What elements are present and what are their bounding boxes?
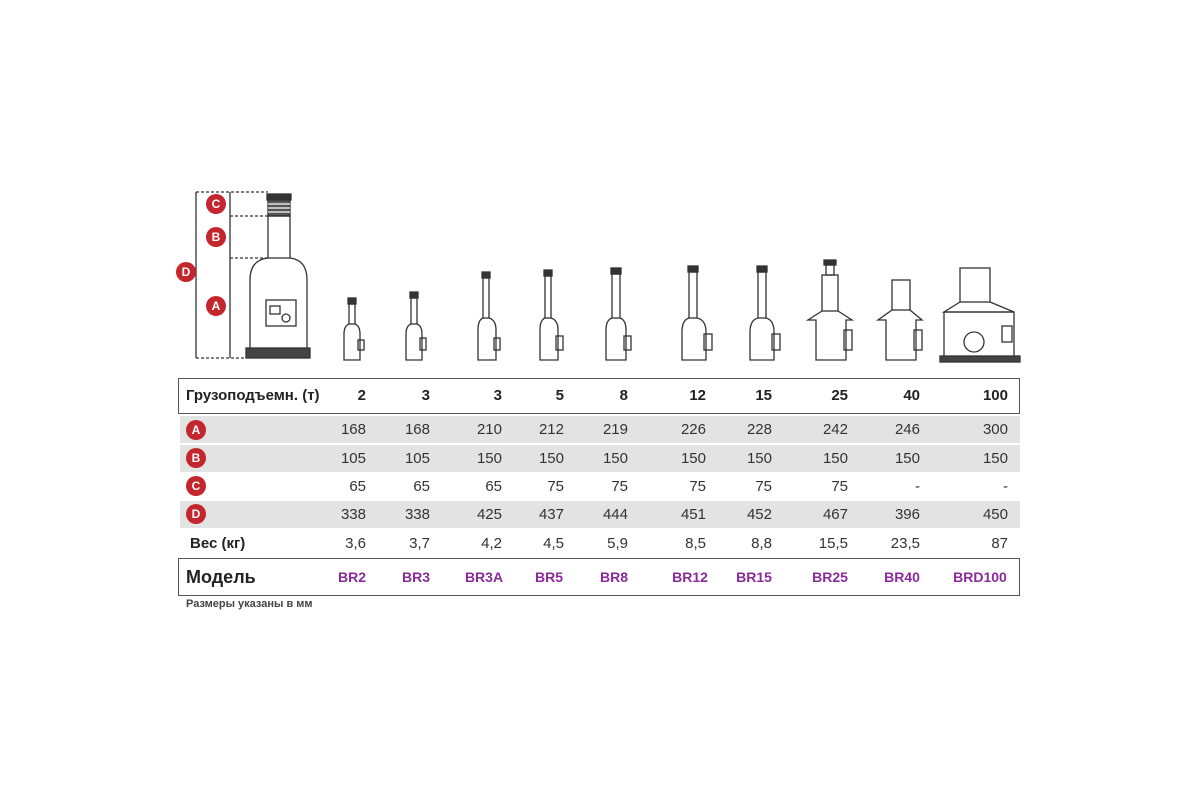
table-cell: 105 xyxy=(340,450,366,467)
jack-br40-drawing xyxy=(875,279,924,361)
model-row-box xyxy=(178,558,1020,596)
dimension-badge-d: D xyxy=(176,262,196,282)
table-cell: 75 xyxy=(547,478,564,495)
table-cell: 65 xyxy=(485,478,502,495)
table-cell: 242 xyxy=(822,421,848,438)
table-cell: 450 xyxy=(982,506,1008,523)
table-cell: 75 xyxy=(755,478,772,495)
dimension-badge-c: C xyxy=(206,194,226,214)
weight-cell: 8,5 xyxy=(685,535,706,552)
row-d-shade xyxy=(180,501,1020,528)
table-cell: 75 xyxy=(611,478,628,495)
weight-cell: 5,9 xyxy=(607,535,628,552)
capacity-value: 40 xyxy=(903,387,920,404)
model-name: BR15 xyxy=(736,569,772,585)
table-cell: 168 xyxy=(340,421,366,438)
row-a-shade xyxy=(180,416,1020,443)
table-cell: 150 xyxy=(746,450,772,467)
weight-cell: 8,8 xyxy=(751,535,772,552)
jack-br12-drawing xyxy=(681,265,713,361)
model-name: BR5 xyxy=(534,569,563,585)
dimension-badge-a: A xyxy=(206,296,226,316)
units-note: Размеры указаны в мм xyxy=(186,598,313,610)
capacity-header-box xyxy=(178,378,1020,414)
jack-brd100-drawing xyxy=(939,267,1021,363)
table-cell: 437 xyxy=(538,506,564,523)
model-name: BR2 xyxy=(337,569,366,585)
row-b-shade xyxy=(180,445,1020,472)
model-name: BR25 xyxy=(812,569,848,585)
capacity-value: 15 xyxy=(755,387,772,404)
table-cell: 75 xyxy=(689,478,706,495)
weight-cell: 23,5 xyxy=(890,535,920,552)
model-name: BR3A xyxy=(464,569,504,585)
table-cell: 150 xyxy=(894,450,920,467)
weight-cell: 3,7 xyxy=(409,535,430,552)
table-cell: - xyxy=(1003,478,1008,495)
jack-br3a-drawing xyxy=(477,271,501,361)
table-cell: 150 xyxy=(822,450,848,467)
capacity-value: 12 xyxy=(689,387,706,404)
table-cell: 452 xyxy=(746,506,772,523)
table-cell: 150 xyxy=(602,450,628,467)
table-cell: 396 xyxy=(894,506,920,523)
capacity-label: Грузоподъемн. (т) xyxy=(186,387,320,404)
table-cell: 150 xyxy=(476,450,502,467)
table-cell: 150 xyxy=(680,450,706,467)
table-cell: 338 xyxy=(340,506,366,523)
capacity-value: 100 xyxy=(982,387,1008,404)
table-cell: 300 xyxy=(982,421,1008,438)
capacity-value: 3 xyxy=(493,387,502,404)
table-cell: 226 xyxy=(680,421,706,438)
jack-br15-drawing xyxy=(749,265,781,361)
table-cell: 451 xyxy=(680,506,706,523)
table-cell: 75 xyxy=(831,478,848,495)
table-cell: 168 xyxy=(404,421,430,438)
table-cell: 212 xyxy=(538,421,564,438)
capacity-value: 2 xyxy=(357,387,366,404)
jack-br8-drawing xyxy=(605,267,632,361)
weight-cell: 3,6 xyxy=(345,535,366,552)
model-label: Модель xyxy=(186,567,256,587)
table-cell: 228 xyxy=(746,421,772,438)
table-cell: 65 xyxy=(349,478,366,495)
model-name: BR3 xyxy=(401,569,430,585)
table-cell: 105 xyxy=(404,450,430,467)
weight-cell: 15,5 xyxy=(818,535,848,552)
main-jack-drawing xyxy=(195,191,311,359)
model-name: BR40 xyxy=(884,569,920,585)
table-cell: 150 xyxy=(982,450,1008,467)
jack-br25-drawing xyxy=(805,259,855,361)
table-cell: 425 xyxy=(476,506,502,523)
table-cell: 210 xyxy=(476,421,502,438)
jack-br5-drawing xyxy=(539,269,564,361)
capacity-value: 3 xyxy=(421,387,430,404)
table-cell: - xyxy=(915,478,920,495)
model-name: BR12 xyxy=(672,569,708,585)
table-cell: 65 xyxy=(413,478,430,495)
table-cell: 246 xyxy=(894,421,920,438)
jack-br3-drawing xyxy=(405,291,427,361)
table-cell: 338 xyxy=(404,506,430,523)
model-name: BRD100 xyxy=(953,569,1007,585)
capacity-value: 25 xyxy=(831,387,848,404)
table-cell: 219 xyxy=(602,421,628,438)
model-name: BR8 xyxy=(599,569,628,585)
table-cell: 444 xyxy=(602,506,628,523)
table-cell: 467 xyxy=(822,506,848,523)
capacity-value: 8 xyxy=(619,387,628,404)
weight-cell: 4,5 xyxy=(543,535,564,552)
jack-br2-drawing xyxy=(343,297,365,361)
weight-cell: 87 xyxy=(991,535,1008,552)
capacity-value: 5 xyxy=(555,387,564,404)
row-badge-b: B xyxy=(186,448,206,468)
table-cell: 150 xyxy=(538,450,564,467)
weight-cell: 4,2 xyxy=(481,535,502,552)
dimension-badge-b: B xyxy=(206,227,226,247)
row-badge-d: D xyxy=(186,504,206,524)
row-badge-c: C xyxy=(186,476,206,496)
weight-label: Вес (кг) xyxy=(190,535,246,552)
row-badge-a: A xyxy=(186,420,206,440)
